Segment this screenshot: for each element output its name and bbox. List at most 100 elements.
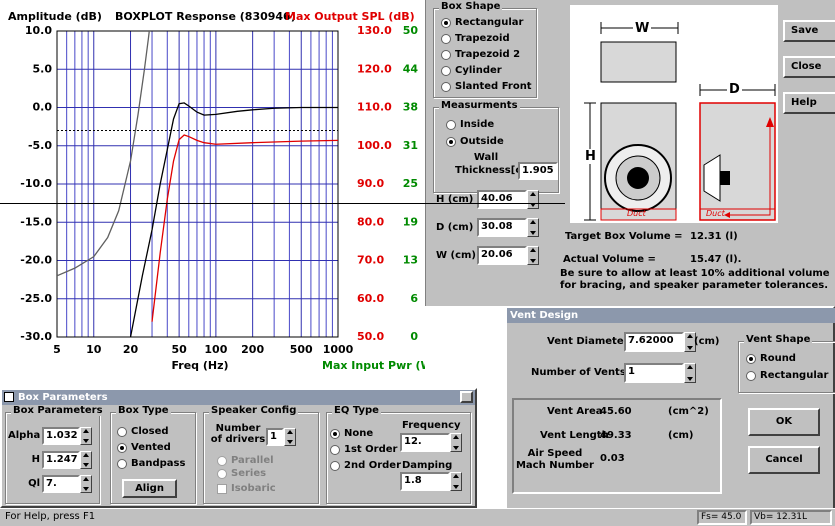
- close-button[interactable]: [460, 391, 473, 403]
- spinner[interactable]: [527, 190, 539, 209]
- radio-button[interactable]: [441, 66, 451, 76]
- spinner[interactable]: [80, 451, 92, 469]
- param-label: H: [31, 454, 40, 465]
- radio-button[interactable]: [446, 137, 456, 147]
- vent-label: Number of Vents: [531, 367, 626, 378]
- radio-label: Cylinder: [455, 65, 502, 76]
- y-tick-label: -10.0: [20, 177, 52, 190]
- y-tick-label: 0.0: [33, 101, 53, 114]
- results-panel: [512, 398, 722, 494]
- y3-tick-label: 0: [410, 330, 418, 343]
- radio-button[interactable]: [117, 427, 127, 437]
- spin-up[interactable]: [530, 220, 536, 224]
- text-field[interactable]: 1: [624, 363, 684, 383]
- x-tick-label: 20: [123, 343, 139, 356]
- text-field[interactable]: 7.: [42, 475, 80, 493]
- radio-button[interactable]: [330, 429, 340, 439]
- volume-label: Actual Volume =: [563, 254, 656, 265]
- radio-label: Round: [760, 353, 796, 364]
- radio-button[interactable]: [746, 354, 756, 364]
- vent-unit: (cm): [694, 336, 720, 347]
- plot-y-title: Amplitude (dB): [8, 10, 102, 23]
- side-button[interactable]: Help: [783, 92, 835, 114]
- radio-button[interactable]: [330, 445, 340, 455]
- radio-button[interactable]: [117, 443, 127, 453]
- spin-up[interactable]: [83, 477, 89, 481]
- radio-button[interactable]: [330, 461, 340, 471]
- spin-down[interactable]: [83, 463, 89, 467]
- spin-up[interactable]: [530, 192, 536, 196]
- result-value: 45.60: [600, 406, 632, 417]
- cancel-button[interactable]: Cancel: [748, 446, 820, 474]
- spin-up[interactable]: [453, 474, 459, 478]
- y2-tick-label: 100.0: [357, 139, 392, 152]
- text-field[interactable]: 1: [266, 428, 284, 446]
- side-button[interactable]: Close: [783, 56, 835, 78]
- spin-up[interactable]: [83, 429, 89, 433]
- align-button[interactable]: Align: [122, 479, 177, 498]
- ok-button[interactable]: OK: [748, 408, 820, 436]
- spinner[interactable]: [80, 475, 92, 493]
- text-field[interactable]: 20.06: [477, 246, 527, 265]
- spin-up[interactable]: [287, 430, 293, 434]
- y-tick-label: -5.0: [28, 139, 52, 152]
- spin-up[interactable]: [687, 334, 693, 338]
- spinner[interactable]: [527, 218, 539, 237]
- spin-up[interactable]: [83, 453, 89, 457]
- radio-button[interactable]: [117, 459, 127, 469]
- spin-down[interactable]: [530, 259, 536, 263]
- side-button[interactable]: Save: [783, 20, 835, 42]
- text-field[interactable]: 1.905: [518, 162, 558, 180]
- y2-tick-label: 130.0: [357, 24, 392, 37]
- group-box: [326, 412, 471, 504]
- spin-down[interactable]: [287, 440, 293, 444]
- spinner[interactable]: [684, 363, 696, 383]
- result-value: 49.33: [600, 430, 632, 441]
- spinner[interactable]: [450, 472, 462, 491]
- spin-up[interactable]: [687, 365, 693, 369]
- radio-label: 2nd Order: [344, 460, 402, 471]
- spin-down[interactable]: [83, 439, 89, 443]
- radio-label: Vented: [131, 442, 171, 453]
- radio-button[interactable]: [441, 18, 451, 28]
- spin-down[interactable]: [687, 346, 693, 350]
- spinner[interactable]: [80, 427, 92, 445]
- spin-down[interactable]: [453, 446, 459, 450]
- response-plot: Amplitude (dB) BOXPLOT Response (830946)M…: [8, 10, 425, 372]
- text-field[interactable]: 7.62000: [624, 332, 684, 352]
- text-field[interactable]: 12.: [400, 433, 450, 452]
- y2-tick-label: 90.0: [357, 177, 384, 190]
- text-field[interactable]: 1.032: [42, 427, 80, 445]
- x-tick-label: 5: [53, 343, 61, 356]
- text-field[interactable]: 40.06: [477, 190, 527, 209]
- text-field[interactable]: 30.08: [477, 218, 527, 237]
- y-tick-label: -30.0: [20, 330, 52, 343]
- radio-button[interactable]: [441, 34, 451, 44]
- radio-label: Slanted Front: [455, 81, 532, 92]
- spinner[interactable]: [527, 246, 539, 265]
- spin-down[interactable]: [83, 487, 89, 491]
- spin-down[interactable]: [530, 231, 536, 235]
- spin-up[interactable]: [530, 248, 536, 252]
- response-curve: [151, 134, 338, 322]
- wall-label: Wall Thickness[cm]: [455, 152, 537, 176]
- spinner[interactable]: [684, 332, 696, 352]
- radio-button[interactable]: [746, 371, 756, 381]
- radio-button[interactable]: [441, 82, 451, 92]
- group-title: Box Shape: [439, 1, 503, 12]
- y2-tick-label: 70.0: [357, 254, 384, 267]
- spin-down[interactable]: [687, 377, 693, 381]
- radio-button[interactable]: [446, 120, 456, 130]
- text-field[interactable]: 1.8: [400, 472, 450, 491]
- radio-button[interactable]: [441, 50, 451, 60]
- spin-up[interactable]: [453, 435, 459, 439]
- y3-tick-label: 25: [403, 177, 418, 190]
- spinner[interactable]: [450, 433, 462, 452]
- spin-down[interactable]: [453, 485, 459, 489]
- spin-down[interactable]: [530, 203, 536, 207]
- result-value: 0.03: [600, 453, 625, 464]
- spinner[interactable]: [284, 428, 296, 446]
- y-tick-label: 5.0: [33, 62, 53, 75]
- group-box: [738, 341, 835, 393]
- text-field[interactable]: 1.247: [42, 451, 80, 469]
